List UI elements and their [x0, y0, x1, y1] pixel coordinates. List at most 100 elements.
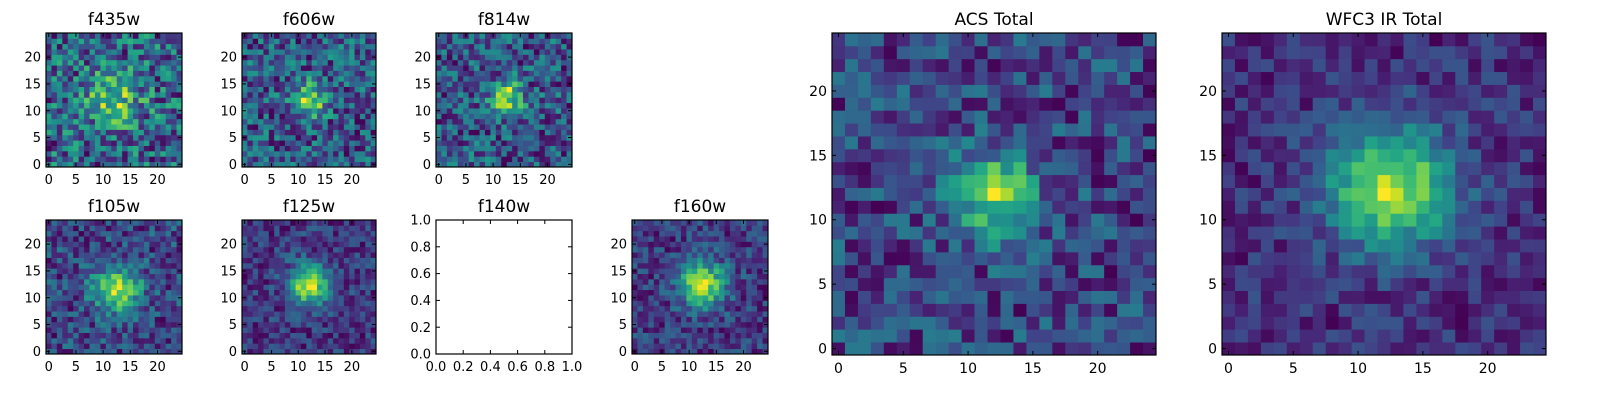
heatmap-cell	[1091, 264, 1105, 279]
heatmap-cell	[62, 236, 69, 242]
heatmap-cell	[680, 230, 687, 237]
heatmap-cell	[284, 305, 291, 312]
heatmap-cell	[105, 97, 112, 104]
heatmap-cell	[160, 220, 167, 226]
heatmap-cell	[279, 337, 286, 344]
heatmap-cell	[762, 332, 769, 339]
heatmap-cell	[84, 295, 90, 301]
heatmap-cell	[1091, 84, 1105, 98]
heatmap-cell	[746, 241, 753, 248]
heatmap-cell	[528, 129, 535, 136]
heatmap-cell	[138, 86, 145, 93]
heatmap-cell	[1091, 161, 1105, 176]
heatmap-cell	[333, 49, 339, 55]
heatmap-cell	[686, 343, 693, 350]
heatmap-cell	[474, 33, 480, 39]
heatmap-cell	[333, 321, 339, 328]
heatmap-cell	[452, 150, 459, 157]
heatmap-cell	[370, 49, 377, 55]
heatmap-cell	[67, 327, 74, 333]
heatmap-cell	[127, 108, 134, 114]
heatmap-cell	[284, 70, 291, 77]
heatmap-cell	[46, 97, 52, 104]
heatmap-cell	[322, 102, 329, 109]
heatmap-cell	[105, 230, 112, 237]
heatmap-cell	[73, 140, 80, 146]
heatmap-cell	[474, 161, 480, 168]
heatmap-cell	[258, 75, 264, 82]
heatmap-cell	[479, 65, 486, 71]
heatmap-cell	[46, 236, 52, 242]
heatmap-cell	[675, 305, 682, 312]
heatmap-cell	[268, 230, 275, 237]
heatmap-cell	[675, 337, 682, 344]
heatmap-cell	[479, 91, 486, 98]
heatmap-cell	[165, 337, 172, 344]
heatmap-cell	[870, 148, 885, 163]
heatmap-cell	[263, 140, 270, 146]
heatmap-cell	[56, 295, 63, 301]
heatmap-cell	[263, 246, 270, 253]
heatmap-cell	[105, 156, 112, 163]
heatmap-cell	[648, 343, 655, 350]
heatmap-cell	[637, 300, 644, 307]
heatmap-cell	[322, 97, 329, 104]
heatmap-cell	[909, 277, 924, 291]
heatmap-cell	[122, 343, 128, 350]
heatmap-cell	[670, 246, 676, 253]
axes-frame	[435, 219, 573, 355]
heatmap-cell	[501, 150, 508, 157]
heatmap-cell	[1026, 239, 1040, 253]
heatmap-cell	[561, 108, 567, 114]
heatmap-cell	[1013, 174, 1027, 188]
heatmap-cell	[1078, 329, 1092, 343]
heatmap-cell	[343, 124, 350, 130]
heatmap-cell	[67, 75, 74, 82]
heatmap-cell	[176, 102, 183, 109]
heatmap-cell	[263, 118, 270, 125]
heatmap-cell	[116, 337, 123, 344]
heatmap-cell	[306, 220, 313, 226]
heatmap-cell	[268, 300, 275, 307]
heatmap-cell	[729, 300, 736, 307]
heatmap-cell	[333, 284, 339, 291]
heatmap-cell	[561, 113, 567, 120]
heatmap-cell	[746, 268, 753, 274]
heatmap-cell	[441, 75, 448, 82]
heatmap-cell	[94, 140, 101, 146]
heatmap-cell	[1468, 277, 1482, 291]
x-tick-label: 0.6	[507, 360, 528, 375]
heatmap-cell	[327, 145, 334, 152]
heatmap-cell	[252, 65, 259, 71]
heatmap-cell	[73, 134, 80, 141]
heatmap-cell	[686, 262, 693, 269]
heatmap-cell	[322, 43, 329, 50]
heatmap-cell	[1312, 251, 1327, 266]
heatmap-cell	[1494, 264, 1508, 279]
heatmap-cell	[279, 278, 286, 285]
heatmap-cell	[1416, 239, 1430, 253]
heatmap-cell	[359, 316, 366, 323]
heatmap-cell	[697, 262, 704, 269]
heatmap-cell	[165, 246, 172, 253]
heatmap-cell	[961, 187, 975, 201]
heatmap-cell	[1403, 251, 1417, 266]
heatmap-cell	[300, 161, 307, 168]
heatmap-cell	[1000, 290, 1014, 304]
heatmap-cell	[909, 226, 924, 240]
heatmap-cell	[327, 81, 334, 87]
heatmap-cell	[274, 156, 280, 163]
heatmap-cell	[84, 348, 90, 355]
heatmap-cell	[1377, 290, 1391, 304]
heatmap-cell	[343, 241, 350, 248]
heatmap-cell	[171, 236, 177, 242]
heatmap-cell	[242, 300, 248, 307]
heatmap-cell	[165, 70, 172, 77]
heatmap-cell	[133, 118, 139, 125]
heatmap-cell	[247, 150, 254, 157]
heatmap-cell	[306, 38, 313, 45]
heatmap-cell	[474, 91, 480, 98]
heatmap-cell	[160, 161, 167, 168]
heatmap-cell	[295, 343, 302, 350]
heatmap-cell	[284, 220, 291, 226]
